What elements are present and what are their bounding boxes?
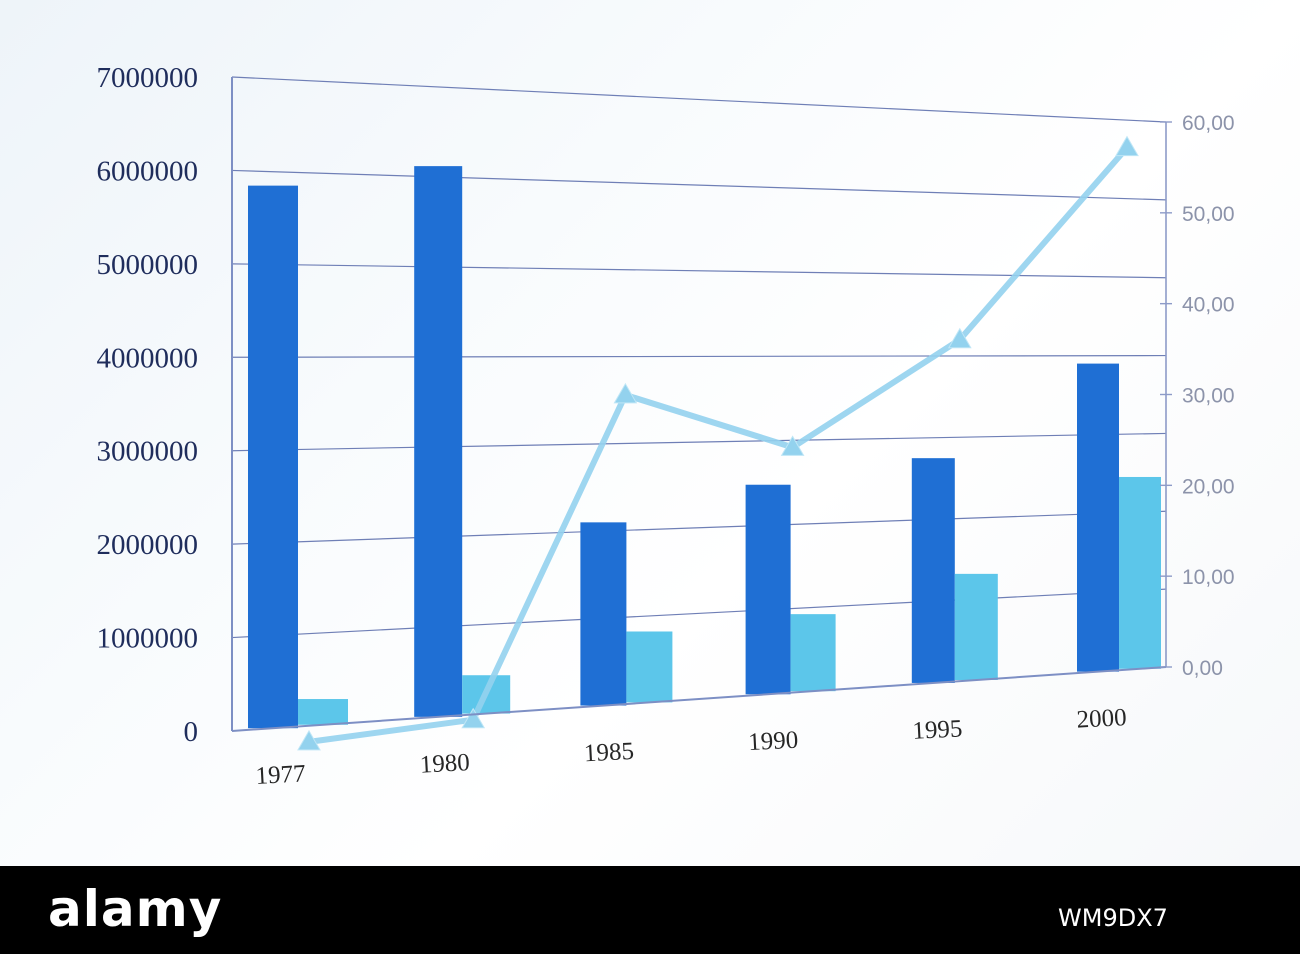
- y2-tick-label: 40,00: [1182, 294, 1235, 317]
- gridline: [231, 432, 1167, 452]
- image-id-label: WM9DX7: [1058, 904, 1168, 932]
- gridline: [231, 76, 1167, 123]
- bar-series-2: [954, 573, 998, 680]
- line-series: [297, 135, 1139, 751]
- line-marker: [461, 707, 486, 729]
- line-marker: [613, 382, 638, 404]
- bar-series-1: [580, 522, 627, 706]
- x-axis: [231, 666, 1167, 732]
- y-tick-label: 5000000: [97, 249, 199, 281]
- bar-series-1: [911, 458, 955, 683]
- footer-bar: alamy WM9DX7: [0, 866, 1300, 954]
- bar-series-1: [414, 166, 463, 717]
- y-tick-label: 2000000: [97, 529, 199, 561]
- bar-series-2: [790, 614, 836, 692]
- gridline: [231, 510, 1167, 545]
- line-path: [308, 145, 1130, 745]
- gridlines: [231, 76, 1167, 639]
- combo-chart: 0 1000000 2000000 3000000 4000000 5000000 6000…: [97, 62, 1235, 790]
- line-marker: [780, 435, 805, 456]
- y-tick-label: 1000000: [97, 623, 199, 655]
- y2-tick-label: 10,00: [1182, 566, 1235, 589]
- y-tick-label: 4000000: [97, 342, 199, 374]
- x-tick-label: 1990: [748, 727, 799, 757]
- x-tick-label: 1980: [419, 749, 470, 779]
- brand-logo: alamy: [48, 880, 223, 938]
- bar-series-1: [248, 185, 298, 729]
- gridline: [231, 354, 1167, 358]
- y2-tick-label: 0,00: [1182, 657, 1223, 680]
- bar-series-2: [298, 699, 348, 725]
- gridline: [231, 263, 1167, 279]
- x-tick-label: 1977: [255, 760, 306, 790]
- tick-labels: 0 1000000 2000000 3000000 4000000 5000000 6000…: [97, 62, 1235, 790]
- line-marker: [297, 729, 321, 751]
- y2-tick-label: 20,00: [1182, 475, 1235, 498]
- bars: [248, 166, 1161, 729]
- x-tick-label: 2000: [1076, 704, 1127, 734]
- gridline: [231, 169, 1167, 201]
- monitor-screen: 0 1000000 2000000 3000000 4000000 5000000 6000…: [0, 0, 1300, 866]
- line-marker: [1115, 135, 1139, 157]
- bar-series-2: [626, 631, 673, 703]
- bar-series-1: [745, 484, 791, 695]
- bar-series-1: [1077, 363, 1119, 672]
- y-tick-label: 0: [184, 716, 199, 748]
- y2-tick-label: 60,00: [1182, 112, 1235, 135]
- y-tick-label: 6000000: [97, 155, 199, 187]
- line-marker: [947, 327, 972, 349]
- axes: [231, 77, 1172, 732]
- y-tick-label: 7000000: [97, 62, 199, 94]
- x-tick-label: 1995: [912, 715, 963, 745]
- y-tick-label: 3000000: [97, 436, 199, 468]
- gridline: [231, 588, 1167, 639]
- x-tick-label: 1985: [583, 738, 634, 768]
- bar-series-2: [1119, 476, 1161, 669]
- y2-tick-label: 50,00: [1182, 203, 1235, 226]
- y2-tick-label: 30,00: [1182, 385, 1235, 408]
